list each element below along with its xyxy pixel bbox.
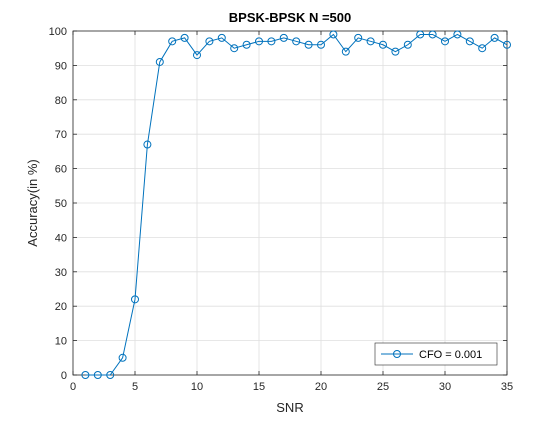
data-point (416, 30, 425, 39)
data-point (230, 44, 239, 53)
data-point (279, 33, 288, 42)
y-tick-label: 50 (55, 198, 67, 210)
data-point (81, 371, 90, 379)
data-point (341, 47, 350, 56)
data-point (490, 33, 499, 42)
x-tick-label: 10 (191, 381, 203, 393)
data-point (118, 353, 127, 362)
data-point (317, 40, 325, 49)
data-point (304, 40, 313, 49)
data-point (428, 30, 437, 39)
y-tick-label: 10 (55, 336, 67, 348)
data-point (205, 37, 214, 46)
y-tick-label: 80 (55, 95, 67, 107)
y-tick-label: 70 (55, 129, 67, 141)
data-point (478, 44, 487, 53)
data-point (217, 33, 226, 42)
x-tick-label: 25 (377, 381, 389, 393)
data-point (391, 47, 400, 56)
x-tick-label: 0 (70, 381, 76, 393)
y-tick-label: 30 (55, 267, 67, 279)
data-point (403, 40, 412, 49)
data-point (155, 57, 164, 66)
x-tick-label: 30 (439, 381, 451, 393)
data-point (242, 40, 251, 49)
y-tick-label: 60 (55, 164, 67, 176)
data-point (329, 30, 338, 39)
x-tick-label: 15 (253, 381, 265, 393)
data-point (168, 37, 177, 46)
data-point (193, 51, 201, 60)
y-axis-label: Accuracy(in %) (25, 159, 40, 246)
data-point (93, 371, 102, 379)
data-point (366, 37, 375, 46)
data-point (180, 33, 189, 42)
y-tick-label: 90 (55, 60, 67, 72)
x-tick-label: 35 (501, 381, 513, 393)
y-tick-label: 100 (49, 26, 67, 38)
data-point (267, 37, 276, 46)
y-tick-label: 20 (55, 301, 67, 313)
legend-box (374, 342, 498, 366)
x-tick-label: 20 (315, 381, 327, 393)
data-point (503, 40, 511, 49)
series-line (85, 33, 508, 376)
axis-ticks: 0 5 10 15 20 25 30 35 0 10 20 30 40 50 60 70 80 90 100 (49, 26, 513, 393)
data-point (465, 37, 474, 46)
legend-label: CFO = 0.001 (419, 349, 482, 361)
data-point (441, 37, 449, 46)
data-point (143, 140, 152, 149)
legend-marker-sample (393, 350, 401, 358)
data-point (106, 371, 115, 379)
chart-title: BPSK-BPSK N =500 (229, 10, 351, 25)
x-axis-label: SNR (276, 400, 303, 415)
y-tick-label: 40 (55, 232, 67, 244)
legend: CFO = 0.001 (374, 342, 498, 366)
data-point (453, 30, 462, 39)
x-tick-label: 5 (132, 381, 138, 393)
data-point (292, 37, 301, 46)
data-point (354, 33, 363, 42)
data-point (131, 295, 139, 304)
data-point (255, 37, 263, 46)
data-point (379, 40, 387, 49)
y-tick-label: 0 (61, 370, 67, 382)
series-layer (81, 30, 511, 379)
